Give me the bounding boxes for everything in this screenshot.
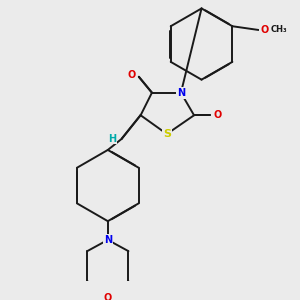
Text: N: N xyxy=(104,235,112,245)
Text: O: O xyxy=(127,70,135,80)
Text: O: O xyxy=(260,25,269,35)
Text: O: O xyxy=(213,110,222,120)
Text: S: S xyxy=(163,129,171,139)
Text: N: N xyxy=(177,88,185,98)
Text: O: O xyxy=(104,293,112,300)
Text: CH₃: CH₃ xyxy=(271,26,288,34)
Text: H: H xyxy=(109,134,117,144)
